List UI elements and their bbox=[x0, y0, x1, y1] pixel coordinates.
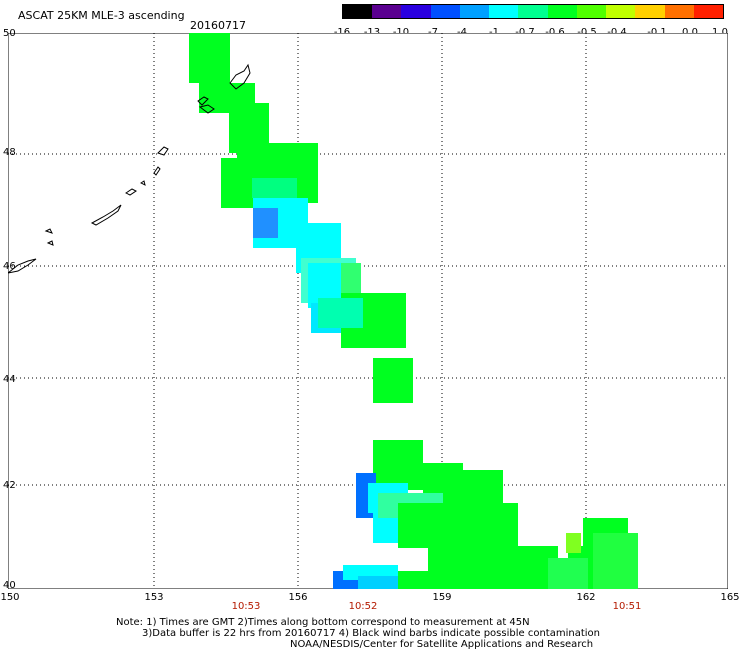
coastline bbox=[8, 258, 37, 274]
time-label: 10:51 bbox=[612, 601, 642, 612]
color-legend-swatch bbox=[343, 5, 373, 18]
y-axis-tick-label: 44 bbox=[3, 374, 16, 385]
coastline-outlines bbox=[8, 63, 251, 274]
color-legend-swatch bbox=[401, 5, 431, 18]
color-legend-swatch bbox=[576, 5, 607, 18]
y-axis-tick-label: 40 bbox=[3, 580, 16, 591]
coastline bbox=[229, 63, 251, 90]
color-legend-swatch bbox=[606, 5, 636, 18]
map-date: 20160717 bbox=[190, 19, 246, 32]
note-line-3: NOAA/NESDIS/Center for Satellite Applica… bbox=[290, 639, 594, 650]
coastline bbox=[140, 180, 146, 186]
swath-cell bbox=[189, 33, 230, 83]
y-axis-tick-label: 42 bbox=[3, 480, 16, 491]
color-legend-swatch bbox=[547, 5, 577, 18]
coastline bbox=[157, 146, 169, 156]
swath-cell bbox=[373, 440, 423, 490]
map-plot bbox=[8, 33, 728, 589]
color-legend-swatch bbox=[372, 5, 402, 18]
swath-cell bbox=[358, 576, 398, 589]
coastline bbox=[198, 104, 215, 114]
swath-cell bbox=[318, 298, 363, 328]
coastline bbox=[90, 204, 122, 226]
coastline bbox=[46, 240, 54, 246]
color-legend-swatch bbox=[664, 5, 694, 18]
color-legend-swatch bbox=[693, 5, 724, 18]
coastline bbox=[125, 188, 137, 196]
swath-cell bbox=[398, 571, 578, 589]
swath-cell bbox=[252, 178, 297, 198]
coastline bbox=[44, 228, 53, 234]
y-axis-tick-label: 48 bbox=[3, 147, 16, 158]
y-axis-tick-label: 50 bbox=[3, 28, 16, 39]
map-title: ASCAT 25KM MLE-3 ascending bbox=[18, 9, 185, 22]
x-axis-tick-label: 150 bbox=[0, 592, 20, 603]
note-line-2: 3)Data buffer is 22 hrs from 20160717 4)… bbox=[142, 628, 600, 639]
x-axis-tick-label: 156 bbox=[288, 592, 308, 603]
data-swath bbox=[189, 33, 638, 589]
color-legend-bar bbox=[342, 4, 724, 19]
x-axis-tick-label: 165 bbox=[720, 592, 740, 603]
coastline bbox=[153, 166, 161, 176]
note-line-1: Note: 1) Times are GMT 2)Times along bot… bbox=[116, 617, 530, 628]
x-axis-tick-label: 153 bbox=[144, 592, 164, 603]
swath-cell bbox=[548, 558, 588, 589]
color-legend-swatch bbox=[430, 5, 460, 18]
color-legend-swatch bbox=[489, 5, 519, 18]
color-legend-swatch bbox=[459, 5, 490, 18]
time-label: 10:52 bbox=[348, 601, 378, 612]
x-axis-tick-label: 159 bbox=[432, 592, 452, 603]
swath-cell bbox=[593, 533, 638, 589]
coastline bbox=[197, 96, 209, 106]
color-legend-swatch bbox=[518, 5, 548, 18]
time-label: 10:53 bbox=[231, 601, 261, 612]
swath-cell bbox=[398, 503, 518, 548]
swath-cell bbox=[253, 208, 278, 238]
swath-cell bbox=[221, 158, 256, 208]
y-axis-tick-label: 46 bbox=[3, 261, 16, 272]
swath-cell bbox=[566, 533, 581, 553]
color-legend-swatch bbox=[635, 5, 665, 18]
x-axis-tick-label: 162 bbox=[576, 592, 596, 603]
swath-cell bbox=[373, 358, 413, 403]
